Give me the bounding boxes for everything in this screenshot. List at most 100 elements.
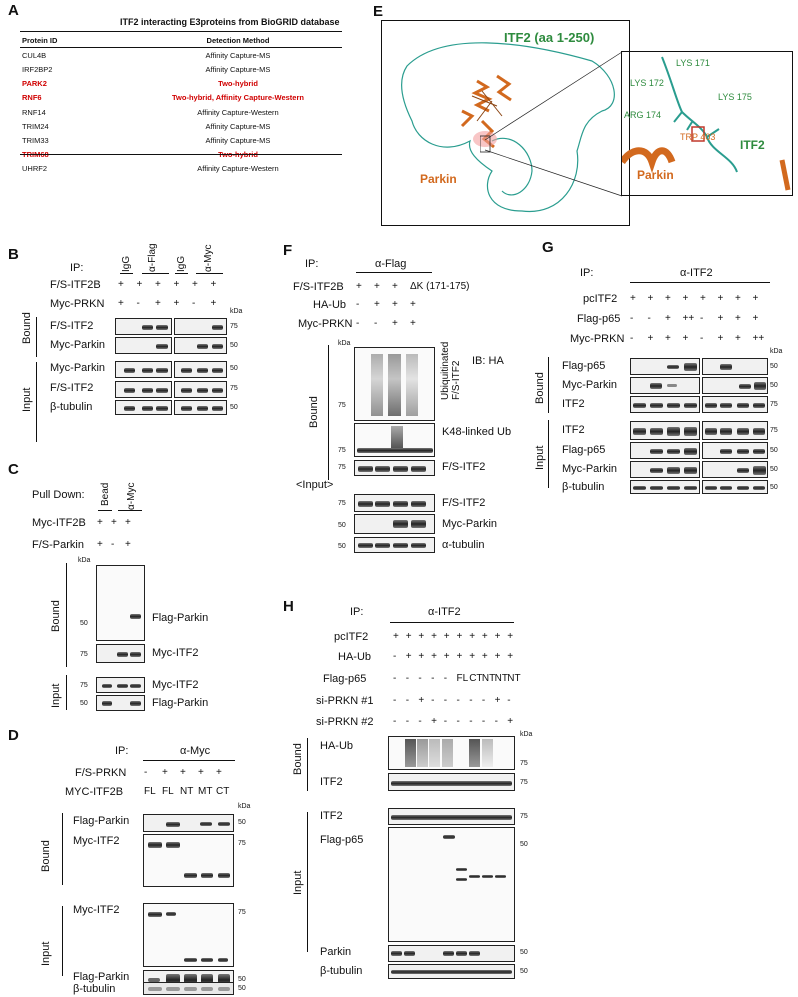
- mw-h-0: 75: [520, 760, 528, 767]
- mw-d-0: 50: [238, 819, 246, 826]
- blot-h-ha-ub: [388, 736, 515, 770]
- lane-label-c-amyc: α-Myc: [126, 482, 137, 510]
- blot-f-fsitf2-bound: [354, 460, 435, 476]
- detection-method-cell: Affinity Capture-Western: [197, 107, 279, 117]
- lane-symbol: +: [682, 293, 689, 304]
- mw-b-2: 50: [230, 365, 238, 372]
- input-label-c: Input: [50, 683, 62, 708]
- panel-label-b: B: [8, 246, 19, 263]
- parkin-label-overview: Parkin: [420, 172, 457, 186]
- blot-g-input-mycparkin-1: [630, 461, 700, 478]
- mw-h-3: 50: [520, 841, 528, 848]
- lane-symbol: +: [481, 651, 488, 662]
- lane-symbol: -: [456, 716, 460, 727]
- mw-b-0: 75: [230, 323, 238, 330]
- lane-symbol: +: [155, 298, 161, 309]
- lane-symbol: +: [469, 631, 476, 642]
- lane-symbol: +: [210, 298, 217, 309]
- lane-label-bead: Bead: [100, 482, 111, 506]
- blot-g-mycparkin-2: [702, 377, 768, 394]
- lane-symbol: +: [494, 631, 501, 642]
- kda-b: kDa: [230, 308, 243, 315]
- row-label-fs-itf2b: F/S-ITF2B: [50, 279, 101, 291]
- row-label-pcitf2-h: pcITF2: [334, 631, 369, 643]
- lane-symbol: +: [431, 716, 437, 727]
- table-row: CUL4B Affinity Capture-MS: [20, 48, 342, 63]
- ubiquitinated-label: Ubiquitinated F/S-ITF2: [440, 341, 462, 400]
- antibody-d: α-Myc: [180, 745, 211, 757]
- bound-label-f: Bound: [308, 396, 320, 428]
- lane-symbol: +: [405, 631, 412, 642]
- lane-symbol: -: [443, 673, 448, 684]
- panel-label-d: D: [8, 727, 19, 744]
- lane-symbol: -: [700, 333, 704, 344]
- lane-symbol: NT: [507, 673, 521, 684]
- blot-label-g-1: Myc-Parkin: [562, 379, 618, 391]
- lane-symbol: +: [735, 333, 741, 344]
- mw-g-6: 50: [770, 484, 778, 491]
- blot-g-tubulin-2: [702, 480, 768, 494]
- blot-g-tubulin-1: [630, 480, 700, 494]
- blot-d-input-mycitf2: [143, 903, 234, 967]
- lane-symbol: +: [162, 767, 168, 778]
- mw-g-4: 50: [770, 447, 778, 454]
- lane-symbol: -: [507, 695, 511, 706]
- lane-symbol: +: [210, 279, 217, 290]
- lane-symbol: -: [393, 651, 397, 662]
- blot-g-itf2-1: [630, 396, 700, 413]
- bound-label-g: Bound: [534, 372, 546, 404]
- blot-label-g-2: ITF2: [562, 398, 585, 410]
- protein-id-cell: RNF14: [22, 107, 46, 117]
- blot-label-b-3: F/S-ITF2: [50, 382, 94, 394]
- detection-method-cell: Two-hybrid, Affinity Capture-Western: [172, 93, 304, 103]
- row-label-pcitf2-g: pcITF2: [583, 293, 618, 305]
- lane-symbol: -: [431, 673, 435, 684]
- row-label-myc-prkn: Myc-PRKN: [50, 298, 105, 310]
- lane-symbol: +: [173, 279, 180, 290]
- blot-b-tubulin-2: [174, 400, 227, 415]
- blot-d-mycitf2: [143, 834, 234, 887]
- structure-zoom: [619, 56, 791, 191]
- pulldown-label: Pull Down:: [32, 489, 85, 501]
- lane-symbol: FL: [456, 673, 469, 684]
- lane-symbol: ΔK (171-175): [410, 281, 470, 292]
- lane-label-amyc: α-Myc: [203, 244, 214, 272]
- detection-method-cell: Two-hybrid: [218, 79, 258, 89]
- lane-symbol: +: [717, 333, 724, 344]
- lane-symbol: +: [717, 293, 724, 304]
- row-label-flag-p65-g: Flag-p65: [577, 313, 621, 325]
- lane-symbol: +: [752, 313, 759, 324]
- mw-d-2: 75: [238, 909, 246, 916]
- lane-symbol: -: [630, 313, 634, 324]
- lane-symbol: +: [456, 631, 463, 642]
- mw-h-1: 75: [520, 779, 528, 786]
- blot-c-flagparkin: [96, 565, 145, 641]
- lane-symbol: -: [418, 716, 422, 727]
- residue-lys171: LYS 171: [676, 58, 710, 68]
- lane-symbol: -: [144, 767, 148, 778]
- table-row: RNF6 Two-hybrid, Affinity Capture-Western: [20, 91, 342, 105]
- mw-b-1: 50: [230, 342, 238, 349]
- mw-g-3: 75: [770, 427, 778, 434]
- blot-f-mycparkin: [354, 514, 435, 534]
- protein-id-cell: RNF6: [22, 93, 42, 103]
- residue-lys172: LYS 172: [630, 78, 664, 88]
- kda-d: kDa: [238, 803, 251, 810]
- blot-label-h-0: HA-Ub: [320, 740, 354, 752]
- bound-label-h: Bound: [292, 743, 304, 775]
- mw-d-4: 50: [238, 985, 246, 992]
- blot-h-itf2-bound: [388, 773, 515, 791]
- lane-symbol: +: [118, 298, 124, 309]
- blot-label-h-3: Flag-p65: [320, 834, 364, 846]
- blot-g-input-mycparkin-2: [702, 461, 768, 478]
- mw-d-1: 75: [238, 840, 246, 847]
- lane-symbol: +: [392, 318, 398, 329]
- ip-label-b: IP:: [70, 262, 84, 274]
- lane-symbol: +: [717, 313, 724, 324]
- lane-symbol: -: [418, 673, 422, 684]
- lane-symbol: +: [647, 333, 654, 344]
- blot-h-flagp65: [388, 827, 515, 942]
- blot-label-h-4: Parkin: [320, 946, 352, 958]
- lane-symbol: +: [443, 651, 450, 662]
- table-row: PARK2 Two-hybrid: [20, 77, 342, 91]
